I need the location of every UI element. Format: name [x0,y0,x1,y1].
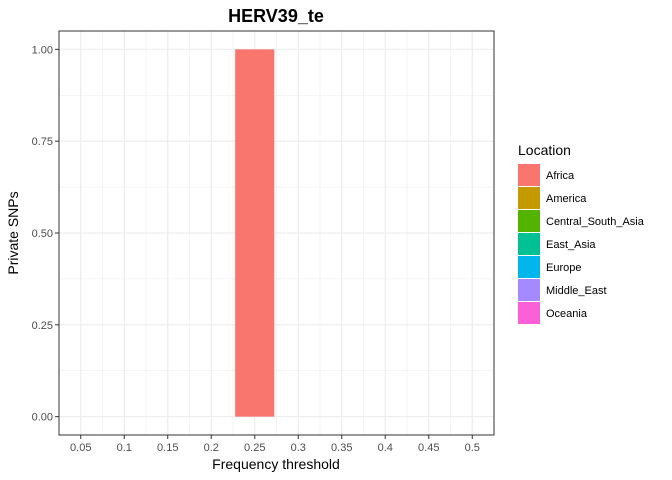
legend-key-middle_east [518,279,540,301]
chart-title: HERV39_te [228,6,324,26]
x-tick-label: 0.4 [378,442,393,454]
x-tick-label: 0.1 [117,442,132,454]
plot-panel [59,31,494,435]
bar-africa [235,49,275,417]
x-tick-label: 0.25 [244,442,265,454]
x-tick-label: 0.15 [157,442,178,454]
panel-border [58,30,495,436]
legend-label: East_Asia [546,239,596,251]
y-tick-label: 0.75 [32,136,53,148]
x-tick-label: 0.05 [70,442,91,454]
y-axis: 0.00 0.25 0.50 0.75 1.00 [32,44,59,424]
legend-label: Central_South_Asia [546,216,645,228]
legend-key-east_asia [518,233,540,255]
y-tick-label: 0.50 [32,228,53,240]
y-axis-label: Private SNPs [5,191,21,274]
y-tick-label: 0.00 [32,412,53,424]
bars [235,49,275,417]
x-tick-label: 0.5 [465,442,480,454]
legend-label: America [546,193,587,205]
legend-key-europe [518,256,540,278]
legend-key-oceania [518,302,540,324]
x-tick-label: 0.35 [331,442,352,454]
legend-label: Middle_East [546,285,607,297]
legend-label: Africa [546,170,575,182]
legend-label: Oceania [546,308,588,320]
legend-key-africa [518,164,540,186]
legend-label: Europe [546,262,581,274]
legend: Location Africa America Central_South_Asia… [518,142,645,324]
y-tick-label: 1.00 [32,44,53,56]
legend-title: Location [518,142,571,158]
y-tick-label: 0.25 [32,320,53,332]
x-tick-label: 0.45 [418,442,439,454]
legend-key-central_south_asia [518,210,540,232]
x-tick-label: 0.3 [291,442,306,454]
x-axis-label: Frequency threshold [212,456,340,472]
x-axis: 0.05 0.1 0.15 0.2 0.25 0.3 0.35 0.4 0.45 0.5 [70,435,480,454]
x-tick-label: 0.2 [204,442,219,454]
legend-key-america [518,187,540,209]
